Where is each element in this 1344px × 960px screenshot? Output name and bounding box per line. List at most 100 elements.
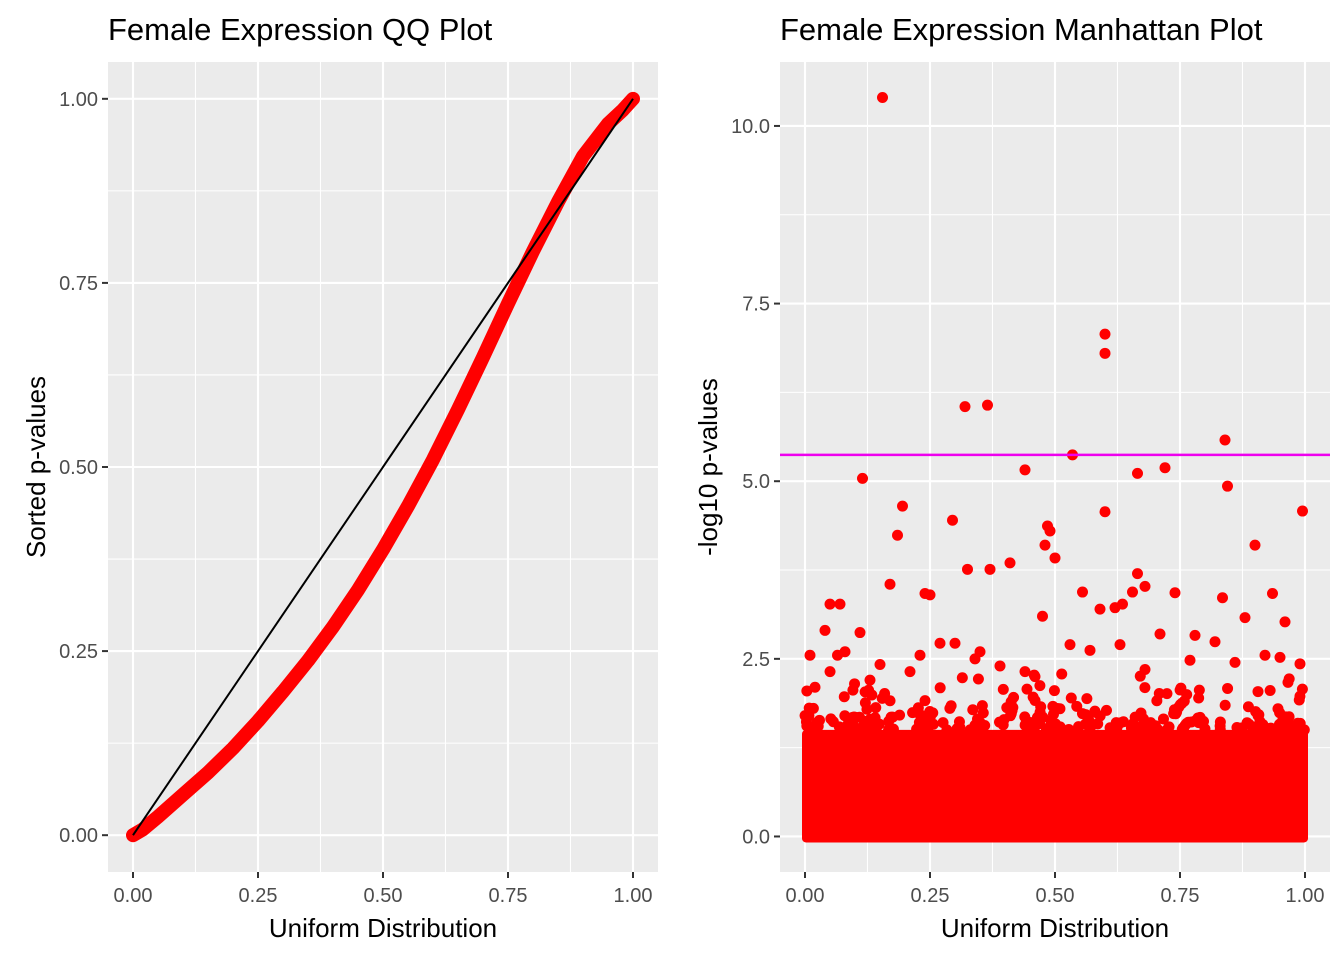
manhattan-point: [1214, 720, 1226, 732]
manhattan-point: [1063, 723, 1075, 735]
manhattan-point: [1267, 587, 1278, 599]
manhattan-point: [924, 706, 936, 718]
manhattan-point: [1001, 702, 1013, 714]
qq-point: [227, 742, 239, 754]
manhattan-point: [1184, 654, 1196, 666]
manhattan-point: [1296, 683, 1308, 695]
manhattan-point: [997, 683, 1009, 695]
manhattan-point: [1217, 592, 1228, 604]
qq-y-tick-label: 0.00: [59, 825, 98, 847]
manhattan-point: [1052, 703, 1064, 715]
manhattan-point: [866, 689, 878, 701]
manhattan-point: [1127, 586, 1138, 598]
manhattan-point: [887, 723, 899, 735]
qq-plot-panel: 0.00 0.25 0.50 0.75 1.00 0.00 0.25 0.50 0.75 1.00: [59, 62, 658, 907]
manhattan-point: [1048, 685, 1060, 697]
manhattan-point: [1274, 707, 1286, 719]
manhattan-point: [974, 720, 986, 732]
manhattan-point: [897, 500, 908, 512]
manhattan-point: [1034, 680, 1046, 692]
manhattan-point: [1229, 656, 1241, 668]
manhattan-point: [1219, 434, 1231, 446]
qq-point: [152, 811, 164, 823]
manhattan-point: [1274, 651, 1286, 663]
manhattan-point: [934, 637, 946, 649]
manhattan-point: [819, 624, 831, 636]
manhattan-point: [849, 678, 861, 690]
manhattan-dense-points: [802, 729, 1308, 843]
manhattan-x-tick-label: 1.00: [1286, 885, 1325, 907]
manhattan-y-tick-label: 10.0: [731, 116, 770, 138]
qq-point: [277, 686, 289, 698]
manhattan-point: [1153, 688, 1165, 700]
manhattan-point: [854, 627, 866, 639]
manhattan-point: [1154, 628, 1166, 640]
manhattan-point: [1044, 525, 1056, 537]
manhattan-point: [956, 672, 968, 684]
manhattan-point: [954, 721, 966, 733]
manhattan-point: [1132, 467, 1143, 479]
manhattan-point: [1082, 714, 1094, 726]
manhattan-point: [1049, 552, 1061, 564]
manhattan-point: [870, 702, 882, 714]
manhattan-point: [803, 709, 815, 721]
manhattan-plot-y-axis-title: -log10 p-values: [693, 378, 723, 556]
manhattan-point: [874, 659, 886, 671]
manhattan-point: [1161, 723, 1173, 735]
manhattan-point: [947, 514, 958, 526]
manhattan-point: [1132, 568, 1143, 580]
manhattan-point: [1071, 700, 1083, 712]
manhattan-point: [1264, 684, 1276, 696]
manhattan-point: [914, 649, 926, 661]
manhattan-point: [1073, 721, 1085, 733]
manhattan-point: [924, 719, 936, 731]
manhattan-point: [1056, 668, 1068, 680]
manhattan-point: [972, 673, 984, 685]
qq-point: [177, 789, 189, 801]
qq-y-tick-label: 0.75: [59, 273, 98, 295]
manhattan-x-tick-label: 0.00: [786, 885, 825, 907]
manhattan-x-tick-label: 0.75: [1161, 885, 1200, 907]
manhattan-point: [1099, 328, 1111, 340]
manhattan-y-tick-label: 7.5: [742, 294, 770, 316]
manhattan-point: [1037, 711, 1049, 723]
manhattan-point: [884, 695, 896, 707]
manhattan-point: [1181, 689, 1193, 701]
manhattan-plot-panel: 0.00 0.25 0.50 0.75 1.00 0.0 2.5 5.0 7.5 10.0: [731, 62, 1330, 907]
manhattan-point: [982, 399, 993, 411]
qq-point: [577, 150, 589, 162]
manhattan-point: [1019, 719, 1031, 731]
manhattan-y-tick-label: 0.0: [742, 826, 770, 848]
qq-data-layer: [126, 91, 640, 843]
manhattan-point: [1021, 683, 1033, 695]
manhattan-x-tick-label: 0.50: [1036, 885, 1075, 907]
manhattan-point: [1089, 705, 1101, 717]
manhattan-point: [1152, 724, 1164, 736]
qq-y-tick-label: 1.00: [59, 89, 98, 111]
manhattan-point: [919, 695, 931, 707]
manhattan-point: [1169, 587, 1181, 599]
qq-plot-y-axis-title: Sorted p-values: [21, 376, 51, 558]
qq-point: [202, 767, 214, 779]
qq-point: [427, 454, 439, 466]
manhattan-point: [1259, 649, 1271, 661]
qq-point: [302, 655, 314, 667]
manhattan-point: [1139, 682, 1151, 694]
manhattan-data-layer: [780, 92, 1330, 843]
manhattan-point: [824, 598, 836, 610]
qq-reference-line: [132, 98, 634, 836]
manhattan-plot-x-axis-title: Uniform Distribution: [941, 913, 1169, 943]
manhattan-point: [1249, 539, 1261, 551]
qq-plot-x-axis-title: Uniform Distribution: [269, 913, 497, 943]
qq-point: [352, 584, 364, 596]
manhattan-point: [912, 702, 924, 714]
qq-point: [402, 500, 414, 512]
manhattan-point: [1279, 719, 1291, 731]
manhattan-point: [941, 724, 953, 736]
manhattan-point: [1109, 602, 1121, 614]
manhattan-point: [1250, 706, 1262, 718]
manhattan-point: [1094, 603, 1106, 615]
qq-x-tick-label: 0.50: [364, 885, 403, 907]
manhattan-x-tick-label: 0.25: [911, 885, 950, 907]
